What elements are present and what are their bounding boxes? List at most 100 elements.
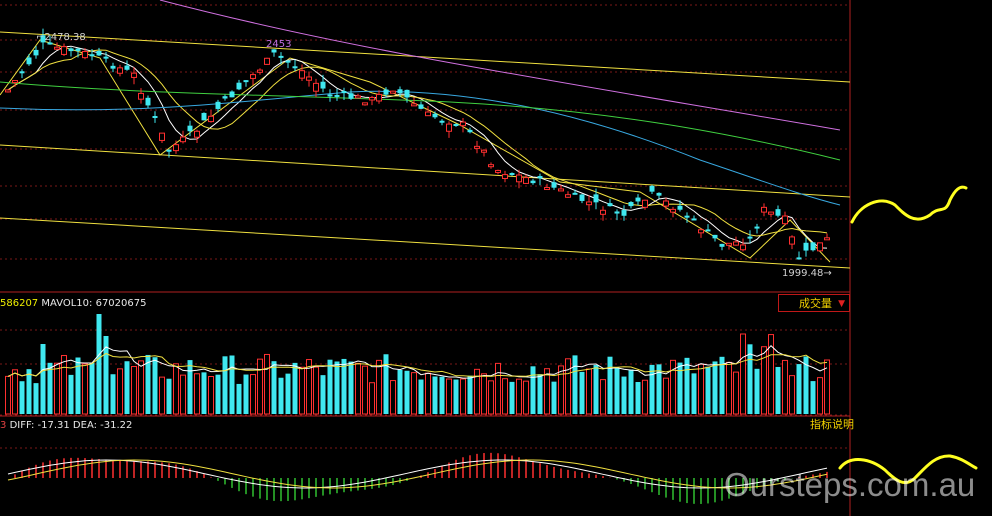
volume-bar [397, 369, 403, 414]
volume-bar [446, 378, 452, 415]
candle-body [810, 242, 816, 251]
volume-bar [40, 344, 46, 414]
candle-body [103, 56, 109, 59]
volume-bar [670, 359, 676, 415]
candle-body [110, 65, 116, 69]
volume-bar [68, 374, 74, 414]
volume-bar [355, 362, 361, 415]
candle-body [376, 93, 382, 102]
indicator-help-button[interactable]: 指标说明 [810, 418, 854, 431]
volume-bar [810, 381, 816, 414]
volume-bar [705, 366, 711, 414]
price-peak-label: 2453 [266, 39, 292, 50]
candle-body [614, 211, 620, 214]
volume-bar [166, 378, 172, 414]
candle-body [19, 71, 25, 74]
ma5-line [7, 45, 828, 249]
candle-body [439, 120, 445, 123]
ma10-line [7, 49, 828, 237]
volume-bar [635, 382, 641, 414]
candle-body [649, 185, 655, 192]
candle-body [579, 194, 585, 201]
volume-bar [803, 356, 809, 414]
candle-body [26, 57, 32, 65]
volume-bar [782, 359, 788, 415]
volume-bar [19, 381, 25, 414]
candle-body [264, 57, 270, 65]
macd-diff-value: DIFF: -17.31 [9, 420, 70, 431]
indicator-select-volume[interactable]: 成交量 ▼ [778, 294, 850, 312]
volume-bar [649, 364, 655, 414]
volume-bar [684, 357, 690, 414]
volume-bar [47, 362, 53, 414]
volume-bar [229, 355, 235, 414]
candle-body [474, 145, 480, 149]
volume-bar [551, 381, 557, 414]
candle-body [61, 46, 67, 55]
chevron-down-icon: ▼ [838, 299, 845, 309]
candle-body [446, 123, 452, 132]
volume-bar [824, 359, 830, 415]
volume-bar [586, 368, 592, 415]
volume-bar [215, 374, 221, 414]
candle-body [817, 242, 823, 252]
trend-line [0, 217, 851, 269]
volume-bar [761, 346, 767, 415]
volume-bar [509, 381, 515, 414]
macd-dea-line [7, 459, 828, 489]
volume-bar [754, 368, 760, 414]
candle-body [159, 132, 165, 141]
candle-body [341, 90, 347, 94]
volume-ma10-line [7, 352, 828, 377]
candle-body [768, 211, 774, 215]
candle-body [453, 124, 459, 127]
volume-bar [236, 383, 242, 414]
volume-bar [306, 359, 312, 415]
volume-ma5-line [7, 344, 828, 379]
candle-body [481, 149, 487, 153]
macd-dea-value: DEA: -31.22 [72, 420, 133, 431]
candle-body [600, 209, 606, 215]
volume-bar [453, 379, 459, 414]
volume-bar [481, 373, 487, 415]
volume-bar [348, 361, 354, 414]
volume-bar [663, 377, 669, 415]
volume-bar [264, 353, 270, 415]
candle-body [117, 67, 123, 74]
volume-bar [313, 366, 319, 415]
candle-body [320, 81, 326, 89]
volume-bar [194, 373, 200, 415]
candle-body [131, 72, 137, 78]
candle-body [586, 201, 592, 206]
volume-bar [467, 375, 473, 414]
volume-bar [383, 354, 389, 414]
candle-body [96, 51, 102, 56]
candle-body [670, 208, 676, 213]
candle-body [824, 237, 830, 241]
macd-prefix: 3 [0, 420, 7, 431]
candle-body [467, 129, 473, 133]
candle-body [152, 116, 158, 119]
candle-body [145, 97, 151, 106]
candle-body [642, 199, 648, 208]
volume-bar [411, 372, 417, 415]
candle-body [173, 144, 179, 152]
volume-bar [572, 355, 578, 414]
candle-body [201, 112, 207, 121]
volume-bar [96, 314, 102, 414]
candle-body [656, 192, 662, 196]
volume-bar [432, 376, 438, 414]
candle-body [362, 102, 368, 106]
candle-body [684, 215, 690, 218]
candle-body [313, 82, 319, 92]
candle-body [82, 50, 88, 59]
candle-body [404, 89, 410, 98]
candle-body [383, 89, 389, 95]
volume-bar [418, 379, 424, 414]
candle-body [40, 35, 46, 43]
candle-body [292, 66, 298, 69]
candle-body [523, 177, 529, 184]
watermark: Oursteps.com.au [724, 466, 976, 503]
volume-bar [719, 356, 725, 414]
candle-body [705, 229, 711, 232]
